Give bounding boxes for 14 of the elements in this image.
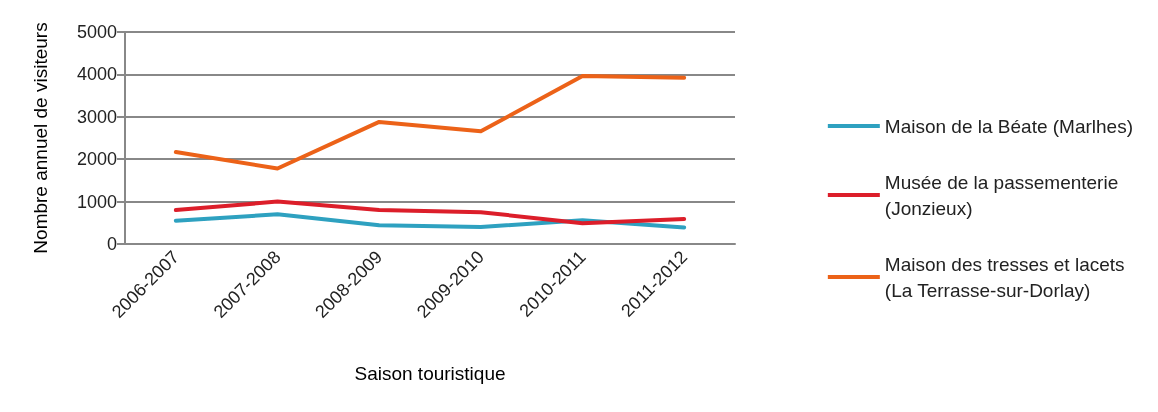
line-series [173, 212, 687, 230]
y-axis-title: Nombre annuel de visiteurs [30, 22, 51, 254]
y-tick-label: 3000 [76, 106, 117, 127]
y-tick-label: 5000 [76, 22, 117, 42]
line-series [173, 74, 687, 171]
y-tick-label: 1000 [76, 191, 117, 212]
y-tick-label: 0 [106, 234, 117, 254]
y-tick-label: 2000 [76, 149, 117, 170]
line-series [173, 199, 687, 226]
legend-label: Musée de la passementerie (Jonzieux) [884, 171, 1119, 219]
x-axis-title: Saison touristique [354, 363, 506, 384]
y-tick-label: 4000 [76, 64, 117, 85]
legend-label: Maison des tresses et lacets (La Terrasse-sur-Dorlay) [884, 253, 1125, 301]
legend-label: Maison de la Béate (Marlhes) [884, 115, 1133, 137]
